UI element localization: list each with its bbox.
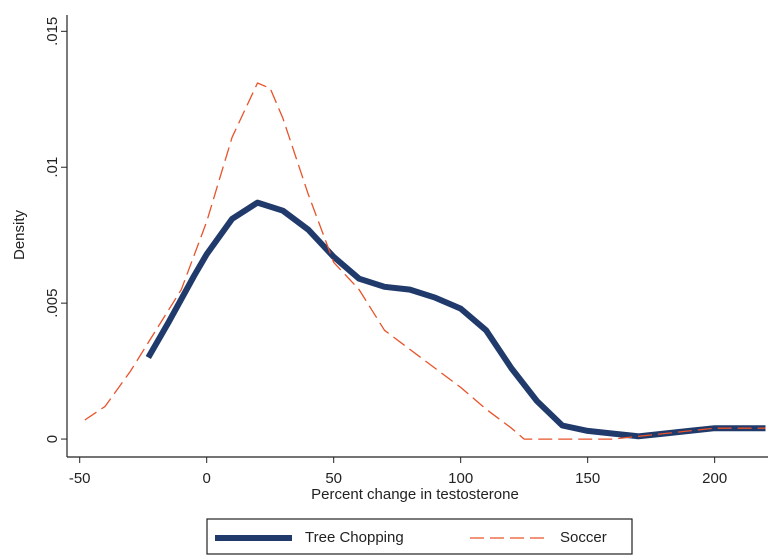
y-tick-label: .015 bbox=[44, 17, 61, 46]
x-tick-label: 100 bbox=[448, 470, 473, 487]
x-axis-title: Percent change in testosterone bbox=[311, 486, 519, 503]
legend-label: Tree Chopping bbox=[305, 529, 404, 546]
y-tick-label: 0 bbox=[44, 435, 61, 443]
x-tick-label: 0 bbox=[203, 470, 211, 487]
density-line bbox=[84, 82, 766, 440]
x-tick-label: -50 bbox=[69, 470, 91, 487]
y-tick-label: .005 bbox=[44, 289, 61, 318]
x-tick-label: 150 bbox=[575, 470, 600, 487]
x-tick-label: 200 bbox=[702, 470, 727, 487]
x-tick-label: 50 bbox=[325, 470, 342, 487]
density-line bbox=[145, 199, 766, 440]
y-axis-title: Density bbox=[11, 209, 28, 260]
legend-label: Soccer bbox=[560, 529, 607, 546]
y-tick-label: .01 bbox=[44, 157, 61, 178]
